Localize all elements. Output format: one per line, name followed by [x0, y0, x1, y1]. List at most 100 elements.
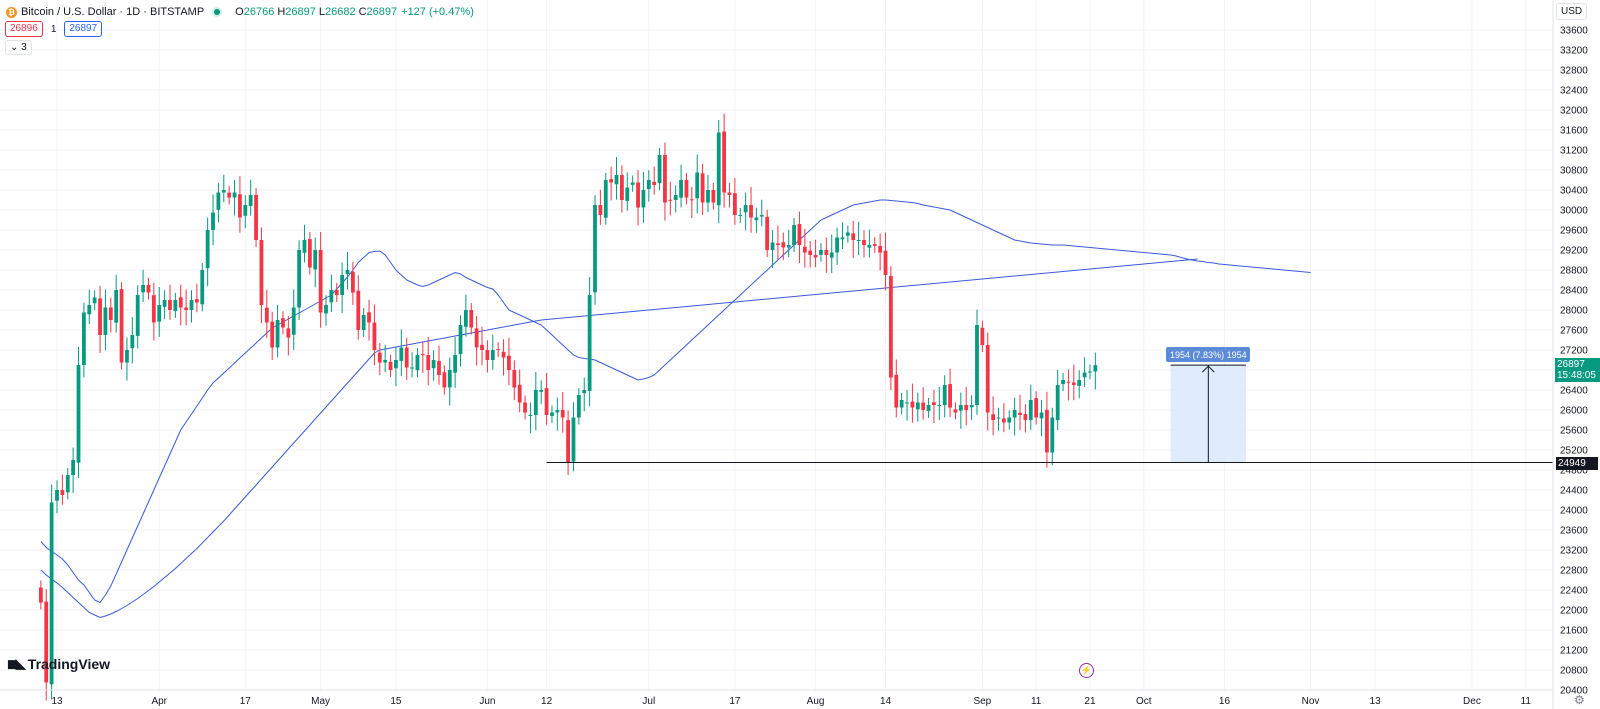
candle: [706, 174, 710, 213]
price-axis[interactable]: 20400 20800 21200 21600 22000 22400 22800 23200…: [1552, 0, 1588, 709]
candle: [867, 229, 872, 258]
price-tick-label: 21600: [1560, 626, 1588, 637]
price-tick-label: 24800: [1560, 466, 1588, 477]
candle-body: [463, 310, 468, 327]
candle-body: [894, 374, 899, 408]
candle-body: [684, 180, 689, 198]
candle-body: [942, 385, 947, 405]
candle: [550, 405, 554, 423]
candle: [410, 352, 414, 378]
candle: [840, 222, 845, 250]
chart-grid: [0, 0, 1553, 691]
candle: [835, 227, 839, 265]
candle: [1028, 384, 1033, 430]
candle: [1077, 370, 1082, 399]
candle: [415, 348, 420, 378]
lightning-icon[interactable]: ⚡: [1079, 663, 1094, 678]
candle-body: [829, 252, 834, 258]
candle-body: [926, 405, 931, 411]
candle: [1039, 400, 1044, 437]
candle: [980, 320, 985, 352]
measure-arrow-head: [1201, 365, 1215, 373]
close-value: 26897: [366, 6, 398, 18]
candle-body: [469, 310, 474, 328]
tradingview-logo[interactable]: ◼◣ TradingView: [7, 656, 110, 672]
candle: [921, 387, 926, 420]
sell-button[interactable]: 26896: [5, 21, 43, 37]
candle: [372, 304, 377, 366]
candle: [700, 163, 705, 215]
candle-body: [307, 239, 312, 268]
candle-body: [453, 355, 458, 373]
candle: [442, 365, 447, 395]
candle-body: [910, 401, 915, 408]
candlesticks[interactable]: [38, 113, 1098, 701]
candle: [716, 120, 721, 224]
price-tick-label: 27600: [1560, 326, 1588, 337]
candle-body: [528, 415, 533, 416]
candle: [759, 199, 764, 227]
price-tick-label: 32000: [1560, 106, 1588, 117]
candle-body: [732, 193, 737, 215]
candle-body: [82, 312, 86, 365]
candle-body: [749, 205, 753, 218]
time-tick-label: 14: [880, 696, 892, 707]
candle: [517, 369, 522, 413]
candle: [942, 375, 947, 418]
candle: [738, 208, 743, 223]
candle-body: [539, 390, 544, 392]
candle-body: [216, 192, 221, 210]
candle: [684, 173, 689, 205]
time-tick-label: 21: [1084, 696, 1096, 707]
candle-body: [383, 360, 388, 363]
symbol-title[interactable]: Bitcoin / U.S. Dollar · 1D · BITSTAMP: [21, 6, 205, 18]
candle: [351, 262, 355, 305]
candle: [264, 289, 269, 338]
candle: [1023, 404, 1028, 433]
candle-body: [759, 215, 764, 217]
candle: [1088, 364, 1092, 380]
indicators-toggle[interactable]: ⌄ 3: [5, 40, 32, 55]
measure-label[interactable]: 1954 (7.83%) 1954: [1166, 347, 1251, 363]
candle-body: [1039, 412, 1044, 419]
candle-body: [324, 305, 328, 314]
time-tick-label: 11: [1031, 696, 1042, 707]
drawings[interactable]: [546, 364, 1553, 464]
candle-body: [372, 322, 377, 350]
candle: [119, 282, 124, 370]
candle: [899, 393, 904, 415]
candle-body: [1055, 385, 1060, 421]
candle-body: [146, 285, 151, 293]
candle-body: [426, 355, 431, 370]
change-value: +127 (+0.47%): [401, 6, 474, 18]
candle: [125, 337, 129, 381]
candle: [856, 222, 861, 256]
time-tick-label: 16: [1219, 696, 1231, 707]
candle: [765, 209, 770, 257]
currency-selector[interactable]: USD: [1556, 3, 1588, 20]
candle-body: [496, 349, 501, 351]
time-axis[interactable]: 13 Apr 17 May 15 Jun 12 Jul 17 Aug 14 Sep 11 21 Oct 16 N…: [0, 689, 1553, 707]
candle-body: [948, 384, 952, 408]
candle: [507, 337, 511, 386]
candle-body: [410, 367, 414, 369]
candle: [641, 172, 646, 223]
candle: [194, 283, 199, 313]
candle: [65, 468, 70, 500]
gear-icon[interactable]: ⚙: [1574, 693, 1585, 707]
candle-body: [194, 299, 199, 303]
candle-body: [625, 187, 630, 201]
candle-body: [480, 344, 484, 350]
price-tick-label: 28000: [1560, 306, 1588, 317]
quantity-value[interactable]: 1: [50, 23, 57, 35]
candle-body: [614, 175, 619, 185]
buy-button[interactable]: 26897: [64, 21, 103, 37]
candle-body: [141, 285, 145, 293]
market-status-icon[interactable]: [214, 9, 221, 15]
candle: [808, 240, 813, 268]
candle-body: [281, 318, 285, 328]
candle-body: [297, 250, 301, 308]
time-tick-label: Aug: [807, 696, 825, 707]
candle: [146, 278, 151, 300]
